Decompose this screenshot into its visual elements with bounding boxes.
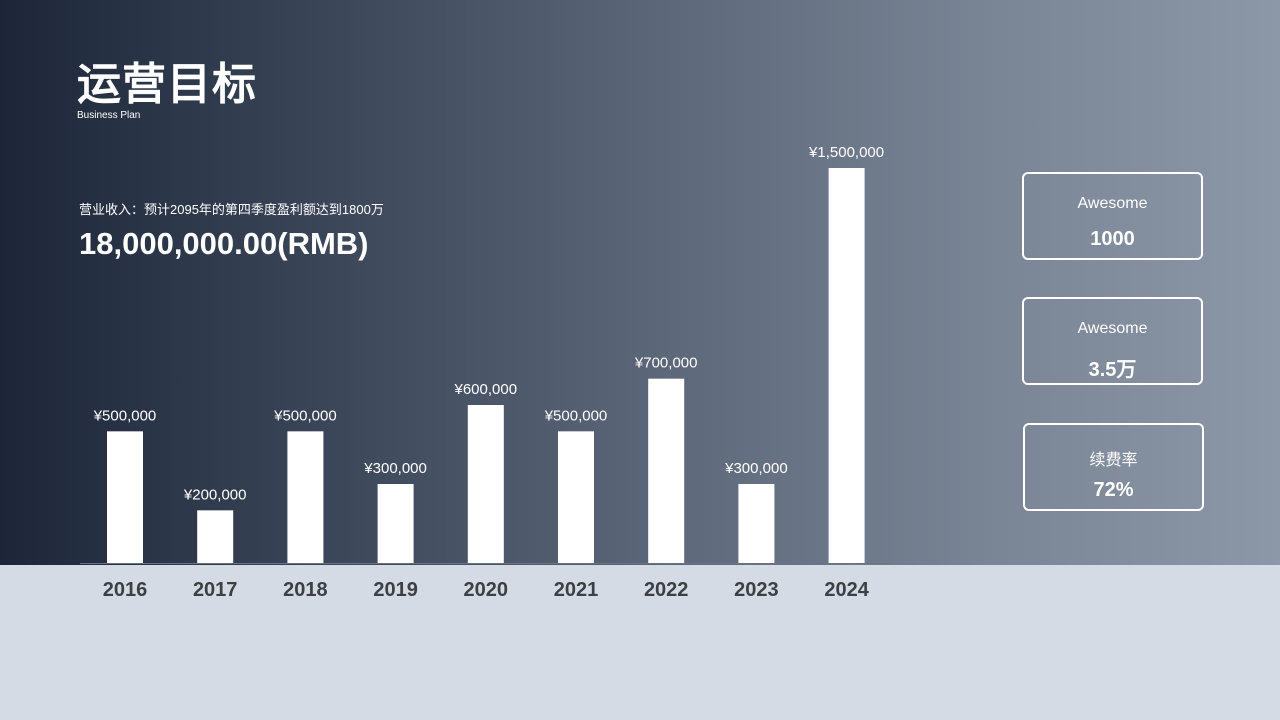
stat-card-renewal-rate: 续费率 72%: [1023, 423, 1204, 511]
bar-2020: [467, 405, 504, 563]
data-label: ¥500,000: [273, 407, 337, 424]
page-subtitle: Business Plan: [77, 110, 141, 121]
stat-value: 72%: [1093, 479, 1134, 501]
stat-card-awesome-2: Awesome 3.5万: [1022, 297, 1203, 385]
bar-2018: [287, 431, 324, 563]
data-label: ¥600,000: [454, 381, 518, 398]
x-tick-label: 2018: [283, 579, 328, 601]
x-tick-label: 2023: [734, 579, 779, 601]
page-title: 运营目标: [77, 60, 257, 109]
data-label: ¥300,000: [363, 460, 427, 477]
stat-label: Awesome: [1077, 195, 1148, 212]
bar-2022: [648, 378, 685, 563]
x-tick-label: 2016: [103, 579, 148, 601]
x-tick-label: 2022: [644, 579, 689, 601]
stat-value: 3.5万: [1088, 359, 1137, 381]
stat-label: Awesome: [1077, 320, 1148, 337]
stat-value: 1000: [1090, 228, 1135, 250]
bar-2021: [558, 431, 594, 563]
bar-2019: [377, 484, 414, 563]
data-label: ¥200,000: [183, 486, 247, 503]
bar-2016: [107, 431, 143, 563]
revenue-amount: 18,000,000.00(RMB): [79, 226, 369, 261]
x-tick-label: 2020: [464, 579, 509, 601]
data-label: ¥500,000: [93, 407, 157, 424]
data-label: ¥1,500,000: [808, 144, 884, 161]
data-label: ¥500,000: [544, 407, 608, 424]
x-tick-label: 2019: [373, 579, 418, 601]
data-label: ¥700,000: [634, 355, 698, 372]
x-tick-label: 2017: [193, 579, 238, 601]
data-label: ¥300,000: [724, 460, 788, 477]
revenue-description: 营业收入：预计2095年的第四季度盈利额达到1800万: [79, 202, 384, 217]
x-tick-label: 2024: [824, 579, 869, 601]
bar-2024: [828, 168, 865, 563]
bar-2023: [738, 484, 775, 563]
x-tick-label: 2021: [554, 579, 599, 601]
hero-background: [0, 0, 1280, 565]
bar-2017: [197, 510, 234, 563]
stat-label: 续费率: [1089, 452, 1138, 469]
stat-card-awesome-1: Awesome 1000: [1022, 172, 1203, 260]
